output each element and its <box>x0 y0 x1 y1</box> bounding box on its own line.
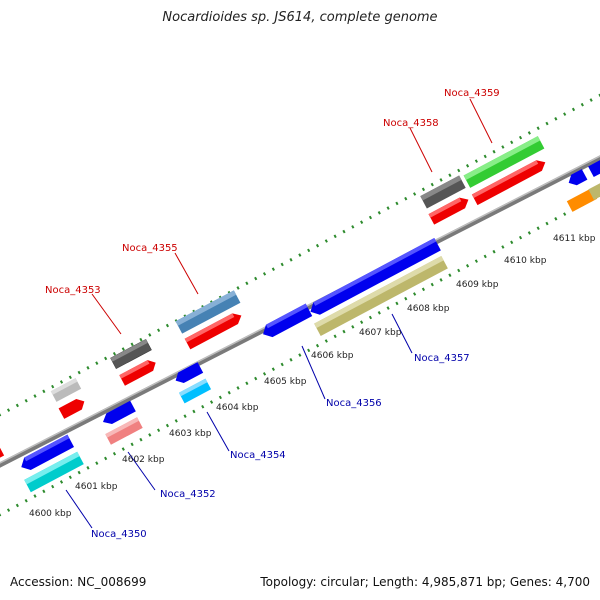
gene-label[interactable]: Noca_4354 <box>230 450 286 461</box>
tick-label: 4603 kbp <box>169 429 212 439</box>
outer-dotted-track <box>0 93 600 417</box>
leader-lines <box>65 98 493 529</box>
feature-noca-4350-blue[interactable] <box>18 434 75 474</box>
feature-red-small[interactable] <box>58 396 88 419</box>
genome-summary-text: Topology: circular; Length: 4,985,871 bp… <box>260 575 590 589</box>
feature-noca-4359-green[interactable] <box>463 136 545 188</box>
tick-label: 4601 kbp <box>75 482 118 492</box>
feature-noca-4352-pink[interactable] <box>105 417 143 445</box>
tick-label: 4611 kbp <box>553 234 596 244</box>
feature-gray-light[interactable] <box>50 378 82 402</box>
feature-noca-4358-gray[interactable] <box>420 175 466 209</box>
feature-noca-4353-gray[interactable] <box>110 338 152 370</box>
feature-noca-4356-blue[interactable] <box>260 303 313 341</box>
feature-red-leftedge[interactable] <box>0 446 5 460</box>
feature-noca-4350-cyan[interactable] <box>24 451 84 493</box>
tick-label: 4600 kbp <box>29 509 72 519</box>
feature-noca-4354-blue[interactable] <box>173 362 204 386</box>
gene-label[interactable]: Noca_4357 <box>414 353 470 364</box>
tick-label: 4602 kbp <box>122 455 165 465</box>
feature-noca-4358-red[interactable] <box>428 194 472 225</box>
gene-labels: Noca_4353 Noca_4355 Noca_4358 Noca_4359 … <box>45 88 500 540</box>
tick-label: 4609 kbp <box>456 280 499 290</box>
gene-label[interactable]: Noca_4352 <box>160 489 216 500</box>
accession-text: Accession: NC_008699 <box>10 575 147 589</box>
feature-noca-4354-skyblue[interactable] <box>178 378 212 404</box>
tick-label: 4605 kbp <box>264 377 307 387</box>
feature-noca-4355-red[interactable] <box>184 310 244 350</box>
tick-label: 4604 kbp <box>216 403 259 413</box>
gene-label[interactable]: Noca_4353 <box>45 285 101 296</box>
tick-label: 4610 kbp <box>504 256 547 266</box>
inner-dotted-track <box>0 193 600 517</box>
map-title: Nocardioides sp. JS614, complete genome <box>162 10 438 25</box>
tick-label: 4606 kbp <box>311 351 354 361</box>
feature-khaki-edge[interactable] <box>588 180 600 200</box>
feature-noca-4357-blue[interactable] <box>307 238 441 318</box>
feature-noca-4359-red[interactable] <box>471 157 548 206</box>
feature-boxes <box>0 136 600 493</box>
feature-blue-edge[interactable] <box>566 169 588 188</box>
tick-labels: 4600 kbp 4601 kbp 4602 kbp 4603 kbp 4604… <box>29 234 596 519</box>
gene-label[interactable]: Noca_4350 <box>91 529 147 540</box>
gene-label[interactable]: Noca_4359 <box>444 88 500 99</box>
tick-label: 4608 kbp <box>407 304 450 314</box>
feature-noca-4357-khaki[interactable] <box>314 256 448 336</box>
feature-noca-4353-red[interactable] <box>119 357 158 386</box>
feature-orange-edge[interactable] <box>566 188 598 212</box>
tick-label: 4607 kbp <box>359 328 402 338</box>
gene-label[interactable]: Noca_4356 <box>326 398 382 409</box>
gene-label[interactable]: Noca_4355 <box>122 243 178 254</box>
feature-noca-4355-steel[interactable] <box>175 290 241 334</box>
feature-noca-4352-blue[interactable] <box>100 400 136 428</box>
gene-label[interactable]: Noca_4358 <box>383 118 439 129</box>
